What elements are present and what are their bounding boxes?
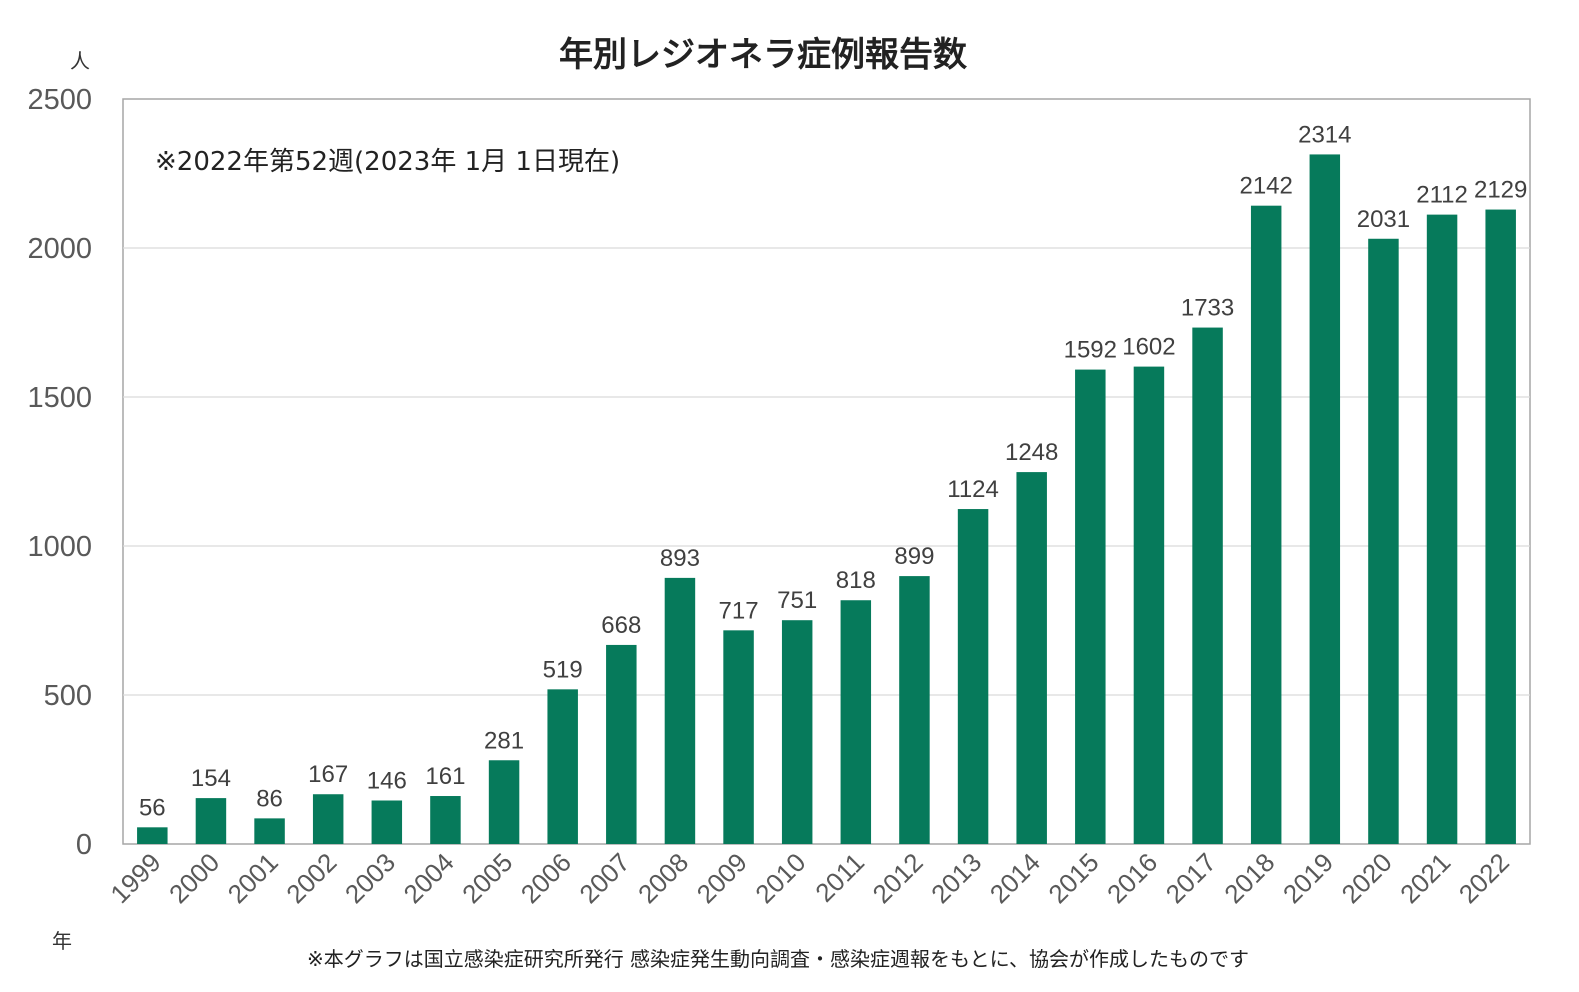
x-tick-label: 1999	[104, 847, 166, 909]
x-tick-label: 2015	[1042, 847, 1104, 909]
x-axis-ticks: 1999200020012002200320042005200620072008…	[104, 847, 1514, 909]
x-tick-label: 2017	[1160, 847, 1222, 909]
y-tick-label: 1000	[27, 531, 92, 563]
bar	[1075, 369, 1106, 844]
x-tick-label: 2003	[339, 847, 401, 909]
data-label: 2129	[1474, 177, 1527, 204]
plot-area	[122, 98, 1531, 845]
bar	[1133, 366, 1165, 844]
x-tick-label: 2014	[984, 847, 1046, 909]
data-label: 2112	[1416, 182, 1468, 209]
bar	[312, 794, 344, 844]
bar	[1426, 214, 1458, 844]
data-label: 1592	[1064, 337, 1117, 364]
x-tick-label: 2020	[1336, 847, 1398, 909]
gridlines	[123, 247, 1530, 696]
data-label: 519	[543, 656, 583, 683]
bar	[664, 577, 696, 844]
x-tick-label: 2008	[632, 847, 694, 909]
x-tick-label: 2000	[163, 847, 225, 909]
data-label: 2314	[1298, 121, 1351, 148]
x-tick-label: 2022	[1453, 847, 1515, 909]
x-tick-label: 2019	[1277, 847, 1339, 909]
bar	[899, 576, 930, 844]
bar	[1250, 205, 1282, 844]
bar	[137, 827, 168, 844]
bar	[195, 798, 227, 844]
y-axis-unit: 人	[70, 49, 90, 73]
bar	[254, 818, 285, 844]
y-axis-ticks: 0 500 1000 1500 2000 2500	[27, 84, 92, 861]
data-label: 818	[836, 567, 876, 594]
bar	[371, 800, 403, 844]
x-tick-label: 2011	[809, 847, 870, 908]
bar	[1485, 209, 1516, 845]
bar	[957, 509, 989, 844]
data-label: 1602	[1122, 334, 1175, 361]
x-tick-label: 2010	[749, 847, 811, 909]
bar	[723, 630, 754, 844]
x-tick-label: 2001	[222, 847, 284, 909]
data-label: 154	[191, 765, 231, 792]
bar	[430, 796, 461, 844]
data-label: 1733	[1181, 295, 1234, 322]
chart-title: 年別レジオネラ症例報告数	[559, 35, 967, 75]
x-tick-label: 2018	[1218, 847, 1280, 909]
x-tick-label: 2016	[1101, 847, 1163, 909]
date-note: ※2022年第52週(2023年 1月 1日現在)	[155, 147, 620, 177]
bar-series	[137, 154, 1516, 845]
x-tick-label: 2012	[867, 847, 929, 909]
bar	[547, 689, 578, 844]
x-tick-label: 2021	[1394, 847, 1456, 909]
bar	[1016, 472, 1047, 844]
bar	[606, 644, 637, 844]
y-tick-label: 1500	[27, 382, 92, 414]
x-tick-label: 2006	[515, 847, 577, 909]
x-axis-unit: 年	[52, 929, 72, 953]
bar	[1368, 238, 1399, 845]
bar	[1309, 154, 1341, 845]
data-label: 1248	[1005, 439, 1058, 466]
x-tick-label: 2005	[456, 847, 518, 909]
x-tick-label: 2009	[691, 847, 753, 909]
bar	[781, 620, 813, 844]
data-label: 751	[777, 587, 817, 614]
source-note: ※本グラフは国立感染症研究所発行 感染症発生動向調査・感染症週報をもとに、協会が…	[307, 947, 1249, 971]
x-tick-label: 2007	[573, 847, 635, 909]
data-label: 1124	[947, 476, 999, 503]
x-tick-label: 2013	[925, 847, 987, 909]
y-tick-label: 500	[44, 680, 92, 712]
y-tick-label: 2500	[27, 84, 92, 116]
data-label: 146	[367, 767, 407, 794]
data-label: 2031	[1357, 206, 1410, 233]
data-label: 56	[139, 794, 166, 821]
data-label: 2142	[1239, 173, 1292, 200]
data-label: 161	[425, 763, 465, 790]
data-label: 86	[256, 785, 283, 812]
data-label: 893	[660, 545, 700, 572]
data-label: 167	[308, 761, 348, 788]
x-tick-label: 2002	[280, 847, 342, 909]
x-tick-label: 2004	[398, 847, 460, 909]
y-tick-label: 2000	[27, 233, 92, 265]
data-label: 668	[601, 612, 641, 639]
data-label: 717	[719, 597, 759, 624]
bar	[488, 760, 520, 844]
bar	[1192, 327, 1223, 844]
data-labels: 56 154 86 167 146 161 281 519 668 893 717 751 818 899…	[139, 121, 1527, 821]
data-label: 899	[894, 543, 934, 570]
data-label: 281	[484, 727, 524, 754]
y-tick-label: 0	[76, 829, 92, 861]
bar	[840, 600, 872, 844]
